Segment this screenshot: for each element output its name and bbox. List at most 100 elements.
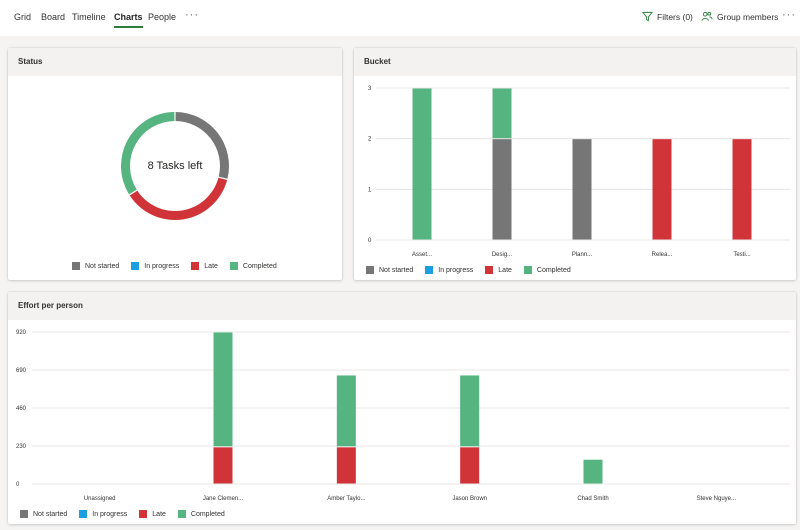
bar-segment[interactable]: [492, 139, 512, 240]
donut-slice-not-started: [175, 112, 229, 179]
y-tick-label: 230: [16, 444, 27, 450]
bar-segment[interactable]: [583, 459, 603, 484]
bucket-card-title: Bucket: [364, 57, 391, 66]
legend-label: Late: [152, 510, 166, 518]
y-tick-label: 2: [368, 137, 372, 143]
legend-label: Completed: [190, 510, 225, 518]
y-tick-label: 460: [16, 406, 27, 412]
legend-item-completed: Completed: [177, 510, 225, 518]
x-tick-label: Amber Taylo...: [327, 496, 366, 502]
legend-item-in-progress: In progress: [425, 266, 473, 274]
legend-item-late: Late: [191, 262, 218, 270]
y-tick-label: 3: [368, 86, 372, 92]
group-members-label: Group members: [717, 11, 779, 22]
more-options-button[interactable]: ···: [782, 9, 796, 21]
legend-item-late: Late: [139, 510, 166, 518]
legend-swatch: [425, 266, 434, 274]
legend-swatch: [177, 510, 186, 518]
legend-item-in-progress: In progress: [131, 262, 179, 270]
legend-swatch: [485, 266, 494, 274]
filter-icon: [642, 11, 653, 22]
people-icon: [701, 11, 713, 21]
legend-swatch: [139, 510, 148, 518]
x-tick-label: Desig...: [492, 252, 513, 258]
effort-card-title: Effort per person: [18, 301, 83, 310]
legend-label: Completed: [242, 262, 277, 270]
donut-slice-completed: [121, 112, 175, 195]
legend-label: In progress: [144, 262, 180, 270]
status-card-title: Status: [18, 57, 43, 66]
bar-segment[interactable]: [460, 447, 480, 484]
y-tick-label: 0: [16, 482, 20, 488]
y-tick-label: 1: [368, 187, 372, 193]
effort-card: Effort per person 0 230 460 690 920 Unassigne…: [8, 292, 796, 524]
bar-segment[interactable]: [412, 88, 432, 240]
x-tick-label: Testi...: [733, 252, 751, 258]
x-tick-label: Relea...: [652, 252, 673, 258]
legend-label: Completed: [536, 266, 571, 274]
y-tick-label: 690: [16, 368, 27, 374]
effort-bar-chart: 0 230 460 690 920 Unassigned Jane Clemen... Amb…: [16, 330, 790, 502]
x-tick-label: Plann...: [572, 252, 593, 258]
bar-segment[interactable]: [572, 139, 592, 240]
legend-swatch: [191, 262, 200, 270]
legend-swatch: [229, 262, 238, 270]
x-tick-label: Unassigned: [84, 496, 116, 502]
legend-item-not-started: Not started: [72, 262, 119, 270]
bar-segment[interactable]: [213, 332, 233, 447]
filters-label: Filters (0): [657, 11, 693, 22]
more-tabs-button[interactable]: ···: [185, 9, 199, 21]
tab-grid[interactable]: Grid: [14, 12, 32, 22]
y-tick-label: 920: [16, 330, 27, 336]
tab-board[interactable]: Board: [41, 12, 66, 22]
legend-label: Not started: [33, 510, 68, 518]
donut-slice-late: [129, 177, 228, 220]
legend-label: Late: [204, 262, 218, 270]
bucket-card-header: Bucket: [354, 48, 796, 76]
x-tick-label: Steve Nguye...: [697, 496, 737, 502]
bar-segment[interactable]: [732, 139, 752, 240]
bar-segment[interactable]: [460, 375, 480, 447]
x-tick-label: Jane Clemen...: [203, 496, 244, 502]
legend-item-not-started: Not started: [20, 510, 67, 518]
status-card: Status 8 Tasks left Not started In progr…: [8, 48, 342, 280]
legend-label: In progress: [438, 266, 474, 274]
legend-label: Not started: [85, 262, 120, 270]
x-tick-label: Asset...: [412, 252, 432, 258]
tab-timeline[interactable]: Timeline: [72, 12, 106, 22]
tasks-left-label: 8 Tasks left: [148, 160, 203, 172]
bar-segment[interactable]: [492, 88, 512, 139]
group-members-button[interactable]: Group members: [701, 11, 778, 22]
effort-legend: Not started In progress Late Completed: [20, 510, 225, 518]
bar-segment[interactable]: [652, 139, 672, 240]
legend-item-not-started: Not started: [366, 266, 413, 274]
legend-item-late: Late: [485, 266, 512, 274]
filters-button[interactable]: Filters (0): [642, 11, 693, 22]
x-tick-label: Jason Brown: [452, 496, 487, 502]
bar-segment[interactable]: [336, 447, 356, 484]
legend-item-completed: Completed: [229, 262, 277, 270]
legend-item-completed: Completed: [523, 266, 571, 274]
top-nav: Grid Board Timeline Charts People ··· Fi…: [0, 0, 800, 36]
legend-swatch: [366, 266, 374, 274]
status-donut-chart: 8 Tasks left: [121, 112, 229, 220]
legend-label: Late: [498, 266, 512, 274]
legend-swatch: [72, 262, 80, 270]
y-tick-label: 0: [368, 238, 372, 244]
legend-item-in-progress: In progress: [79, 510, 127, 518]
bar-segment[interactable]: [213, 447, 233, 484]
legend-swatch: [131, 262, 140, 270]
status-legend: Not started In progress Late Completed: [72, 262, 277, 270]
legend-swatch: [79, 510, 88, 518]
legend-label: Not started: [379, 266, 414, 274]
tab-people[interactable]: People: [148, 12, 177, 22]
legend-swatch: [523, 266, 532, 274]
legend-label: In progress: [92, 510, 128, 518]
x-tick-label: Chad Smith: [577, 496, 608, 502]
bucket-legend: Not started In progress Late Completed: [366, 266, 571, 274]
bar-segment[interactable]: [336, 375, 356, 447]
status-card-header: Status: [8, 48, 342, 76]
legend-swatch: [20, 510, 28, 518]
tab-charts[interactable]: Charts: [114, 12, 143, 28]
effort-card-header: Effort per person: [8, 292, 796, 320]
